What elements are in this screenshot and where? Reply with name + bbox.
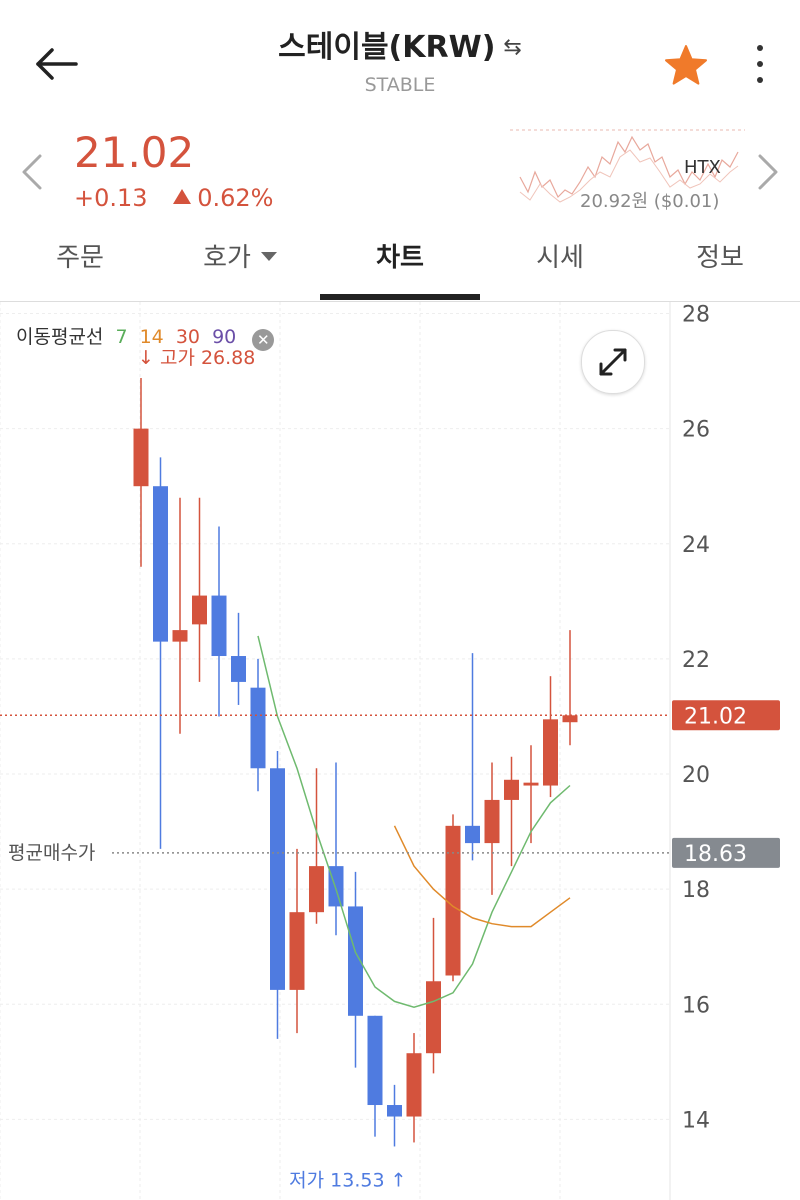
candle-body xyxy=(465,825,480,844)
ma7-line xyxy=(257,635,571,1008)
moving-average-legend: 이동평균선 7 14 30 90 ✕ xyxy=(16,322,280,351)
avg-buy-price-label: 평균매수가 xyxy=(8,842,96,864)
candle-body xyxy=(543,719,558,786)
favorite-star-icon[interactable] xyxy=(664,44,708,86)
ma14-line xyxy=(393,825,571,928)
y-axis-tick-label: 14 xyxy=(682,1108,710,1133)
current-price-tag xyxy=(672,700,780,731)
y-axis-tick-label: 20 xyxy=(682,763,710,788)
candle-body xyxy=(309,866,324,913)
up-triangle-icon xyxy=(173,189,192,204)
candle-body xyxy=(211,595,227,657)
high-price-label: ↓ 고가 26.88 xyxy=(138,347,255,369)
tab-orderbook[interactable]: 호가 xyxy=(180,238,300,290)
tab-bar: 주문 호가 차트 시세 정보 xyxy=(0,228,800,302)
y-axis-tick-label: 22 xyxy=(682,648,710,673)
converted-price: 20.92원 ($0.01) xyxy=(580,191,720,212)
chevron-right-icon[interactable] xyxy=(754,152,782,192)
price-summary: 21.02 +0.13 0.62% HTX 20.92원 ($0.01) xyxy=(0,112,800,227)
y-axis-tick-label: 28 xyxy=(682,303,710,328)
exchange-name: HTX xyxy=(684,157,721,178)
candle-body xyxy=(289,912,305,990)
tab-order-label: 주문 xyxy=(56,243,104,273)
tab-chart[interactable]: 차트 xyxy=(340,238,460,290)
candle-body xyxy=(484,799,500,844)
candle-body xyxy=(172,630,188,642)
candle-body xyxy=(523,782,539,786)
current-price-tag-label: 21.02 xyxy=(684,704,747,729)
candle-body xyxy=(406,1053,422,1117)
avg-buy-price-tag xyxy=(672,837,780,868)
candle-body xyxy=(192,595,207,625)
dropdown-caret-icon xyxy=(260,252,277,261)
candle-body xyxy=(250,687,266,769)
ma90-label[interactable]: 90 xyxy=(212,326,237,348)
candle-body xyxy=(426,981,441,1054)
more-options-icon[interactable] xyxy=(748,42,772,86)
swap-icon[interactable]: ⇆ xyxy=(503,35,522,60)
fullscreen-button[interactable] xyxy=(581,330,645,394)
back-arrow-icon[interactable] xyxy=(30,38,82,90)
ticker-symbol: STABLE xyxy=(364,74,436,96)
tab-info[interactable]: 정보 xyxy=(660,238,780,290)
change-percent: 0.62% xyxy=(197,184,274,212)
candle-body xyxy=(504,779,519,800)
candle-body xyxy=(153,486,168,642)
candle-body xyxy=(348,906,363,1016)
tab-order[interactable]: 주문 xyxy=(20,238,140,290)
change-amount: +0.13 xyxy=(74,184,148,212)
candle-body xyxy=(270,768,285,990)
chevron-left-icon[interactable] xyxy=(18,152,46,192)
candle-body xyxy=(231,656,246,682)
tab-market-label: 시세 xyxy=(536,243,584,273)
ma-legend-title: 이동평균선 xyxy=(16,326,104,348)
y-axis-tick-label: 24 xyxy=(682,533,710,558)
close-icon[interactable]: ✕ xyxy=(252,329,275,351)
candle-body xyxy=(562,715,578,723)
ma7-label[interactable]: 7 xyxy=(115,326,128,348)
ma14-label[interactable]: 14 xyxy=(139,326,164,348)
price-change: +0.13 0.62% xyxy=(74,184,273,212)
title-wrap: 스테이블(KRW) ⇆ xyxy=(0,22,800,66)
y-axis-tick-label: 18 xyxy=(682,878,710,903)
tab-market[interactable]: 시세 xyxy=(500,238,620,290)
current-price: 21.02 xyxy=(74,128,195,177)
tab-orderbook-label: 호가 xyxy=(203,243,251,273)
page-title: 스테이블(KRW) xyxy=(278,30,496,65)
candlestick-chart[interactable]: 28 26 24 22 20 18 16 14 21.02 18.63 ↓ 고가 26.88 저가 1… xyxy=(0,302,800,1200)
y-axis-tick-label: 26 xyxy=(682,418,710,443)
tab-chart-label: 차트 xyxy=(376,243,424,273)
active-tab-indicator xyxy=(320,294,480,300)
mini-sparkline xyxy=(510,129,745,203)
candle-body xyxy=(387,1105,402,1117)
ma30-label[interactable]: 30 xyxy=(175,326,201,348)
y-axis-tick-label: 16 xyxy=(682,993,710,1018)
candle-body xyxy=(133,428,149,487)
avg-buy-price-tag-label: 18.63 xyxy=(684,842,747,867)
top-bar: 스테이블(KRW) ⇆ STABLE xyxy=(0,0,800,110)
candle-body xyxy=(367,1015,383,1106)
change-percent-wrap: 0.62% xyxy=(173,184,273,212)
tab-info-label: 정보 xyxy=(696,243,744,273)
low-price-label: 저가 13.53 ↑ xyxy=(289,1169,406,1191)
candle-body xyxy=(445,825,461,976)
expand-icon xyxy=(599,348,627,376)
